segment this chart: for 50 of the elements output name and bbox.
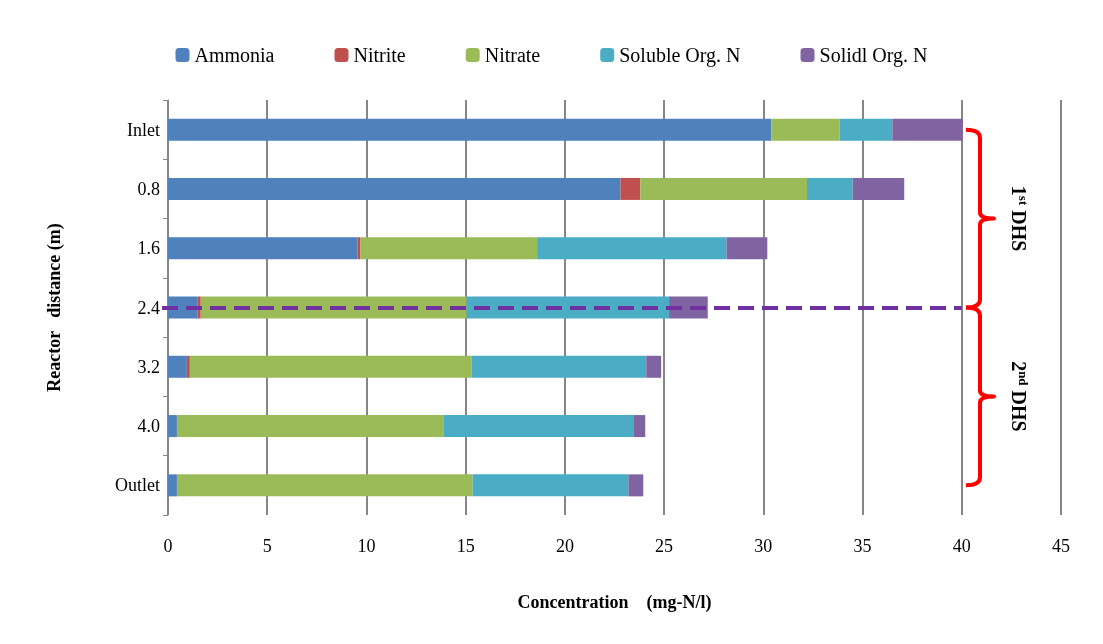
bar [168, 118, 772, 141]
bar [168, 177, 621, 200]
x-tick-label: 30 [754, 536, 773, 556]
bar [892, 118, 963, 141]
bar [443, 415, 634, 438]
bar [852, 177, 905, 200]
y-tick-label: 0.8 [137, 178, 160, 199]
y-tick-label: 2.4 [137, 297, 160, 318]
bar [189, 355, 472, 378]
x-tick-label: 25 [655, 536, 674, 556]
x-axis-title: Concentration (mg-N/l) [517, 592, 712, 613]
bar [176, 474, 473, 497]
y-tick-label: 3.2 [137, 356, 160, 377]
y-tick-label: 4.0 [137, 416, 160, 437]
y-tick-label: 1.6 [137, 238, 160, 259]
bar [472, 474, 629, 497]
bar [771, 118, 840, 141]
x-tick-label: 0 [163, 536, 173, 556]
y-tick-label: Outlet [115, 475, 160, 496]
bar [726, 237, 768, 260]
bar [360, 237, 538, 260]
bar [537, 237, 727, 260]
legend-label: Solidl Org. N [819, 44, 928, 67]
legend-label: Nitrate [484, 44, 541, 66]
x-tick-label: 10 [357, 536, 376, 556]
bar [806, 177, 853, 200]
legend-label: Ammonia [194, 44, 275, 66]
bar [633, 415, 646, 438]
bar [168, 237, 358, 260]
bar [839, 118, 893, 141]
bar [168, 474, 177, 497]
bar [168, 355, 187, 378]
bar [176, 415, 444, 438]
bar [628, 474, 644, 497]
x-tick-label: 5 [262, 536, 272, 556]
bar [168, 415, 177, 438]
x-tick-label: 20 [555, 536, 574, 556]
x-tick-label: 45 [1052, 536, 1070, 556]
legend-label: Soluble Org. N [619, 44, 741, 67]
bar [640, 177, 807, 200]
bar [471, 355, 647, 378]
y-axis-title: Reactor distance (m) [44, 223, 65, 392]
x-tick-label: 40 [952, 536, 971, 556]
legend-label: Nitrite [353, 44, 406, 66]
x-tick-label: 15 [456, 536, 475, 556]
bar [186, 355, 190, 378]
x-tick-label: 35 [853, 536, 872, 556]
y-tick-label: Inlet [127, 119, 160, 140]
bar [620, 177, 641, 200]
bar [646, 355, 662, 378]
